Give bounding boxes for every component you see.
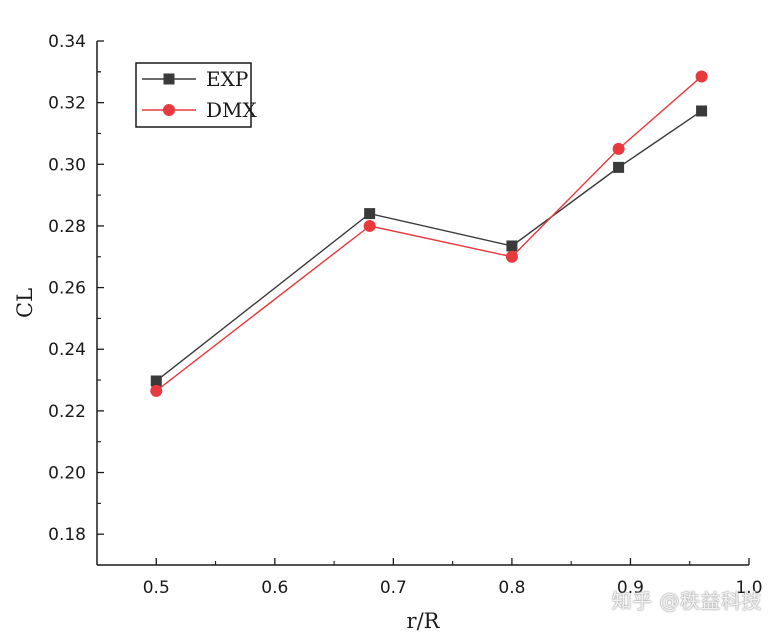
y-tick-label: 0.24 [48,340,86,360]
series-layer [150,70,708,397]
y-tick-label: 0.32 [48,94,86,114]
y-tick-label: 0.20 [48,464,86,484]
legend-box [135,62,252,128]
x-tick-label: 0.9 [617,578,644,598]
data-point-exp [696,105,708,117]
y-tick-label: 0.22 [48,402,86,422]
data-point-dmx [612,142,625,155]
data-point-exp [364,208,376,220]
y-tick-label: 0.28 [48,217,86,237]
x-axis-title: r/R [407,609,441,633]
legend-label-exp: EXP [206,67,248,91]
x-tick-label: 0.8 [498,578,525,598]
x-tick-label: 0.6 [261,578,288,598]
x-tick-label: 1.0 [735,578,762,598]
data-point-dmx [150,384,163,397]
axes: 0.18 0.20 0.22 0.24 0.26 0.28 0.30 0.32 0.34 0.5 0… [13,32,763,633]
legend-marker-exp [163,73,175,85]
y-tick-label: 0.26 [48,279,86,299]
data-point-exp [506,240,518,252]
data-point-exp [613,161,625,173]
data-point-dmx [505,250,518,263]
y-tick-label: 0.18 [48,525,86,545]
y-tick-label: 0.34 [48,32,86,52]
y-axis-title: CL [13,288,37,318]
data-point-dmx [363,219,376,232]
legend-marker-dmx [163,104,175,116]
legend: EXP DMX [135,62,258,128]
watermark: 知乎 @秩益科技 [611,589,762,613]
x-tick-label: 0.5 [143,578,170,598]
y-tick-label: 0.30 [48,155,86,175]
x-tick-label: 0.7 [380,578,407,598]
data-point-dmx [695,70,708,83]
data-point-exp [150,375,162,387]
legend-label-dmx: DMX [206,98,258,122]
